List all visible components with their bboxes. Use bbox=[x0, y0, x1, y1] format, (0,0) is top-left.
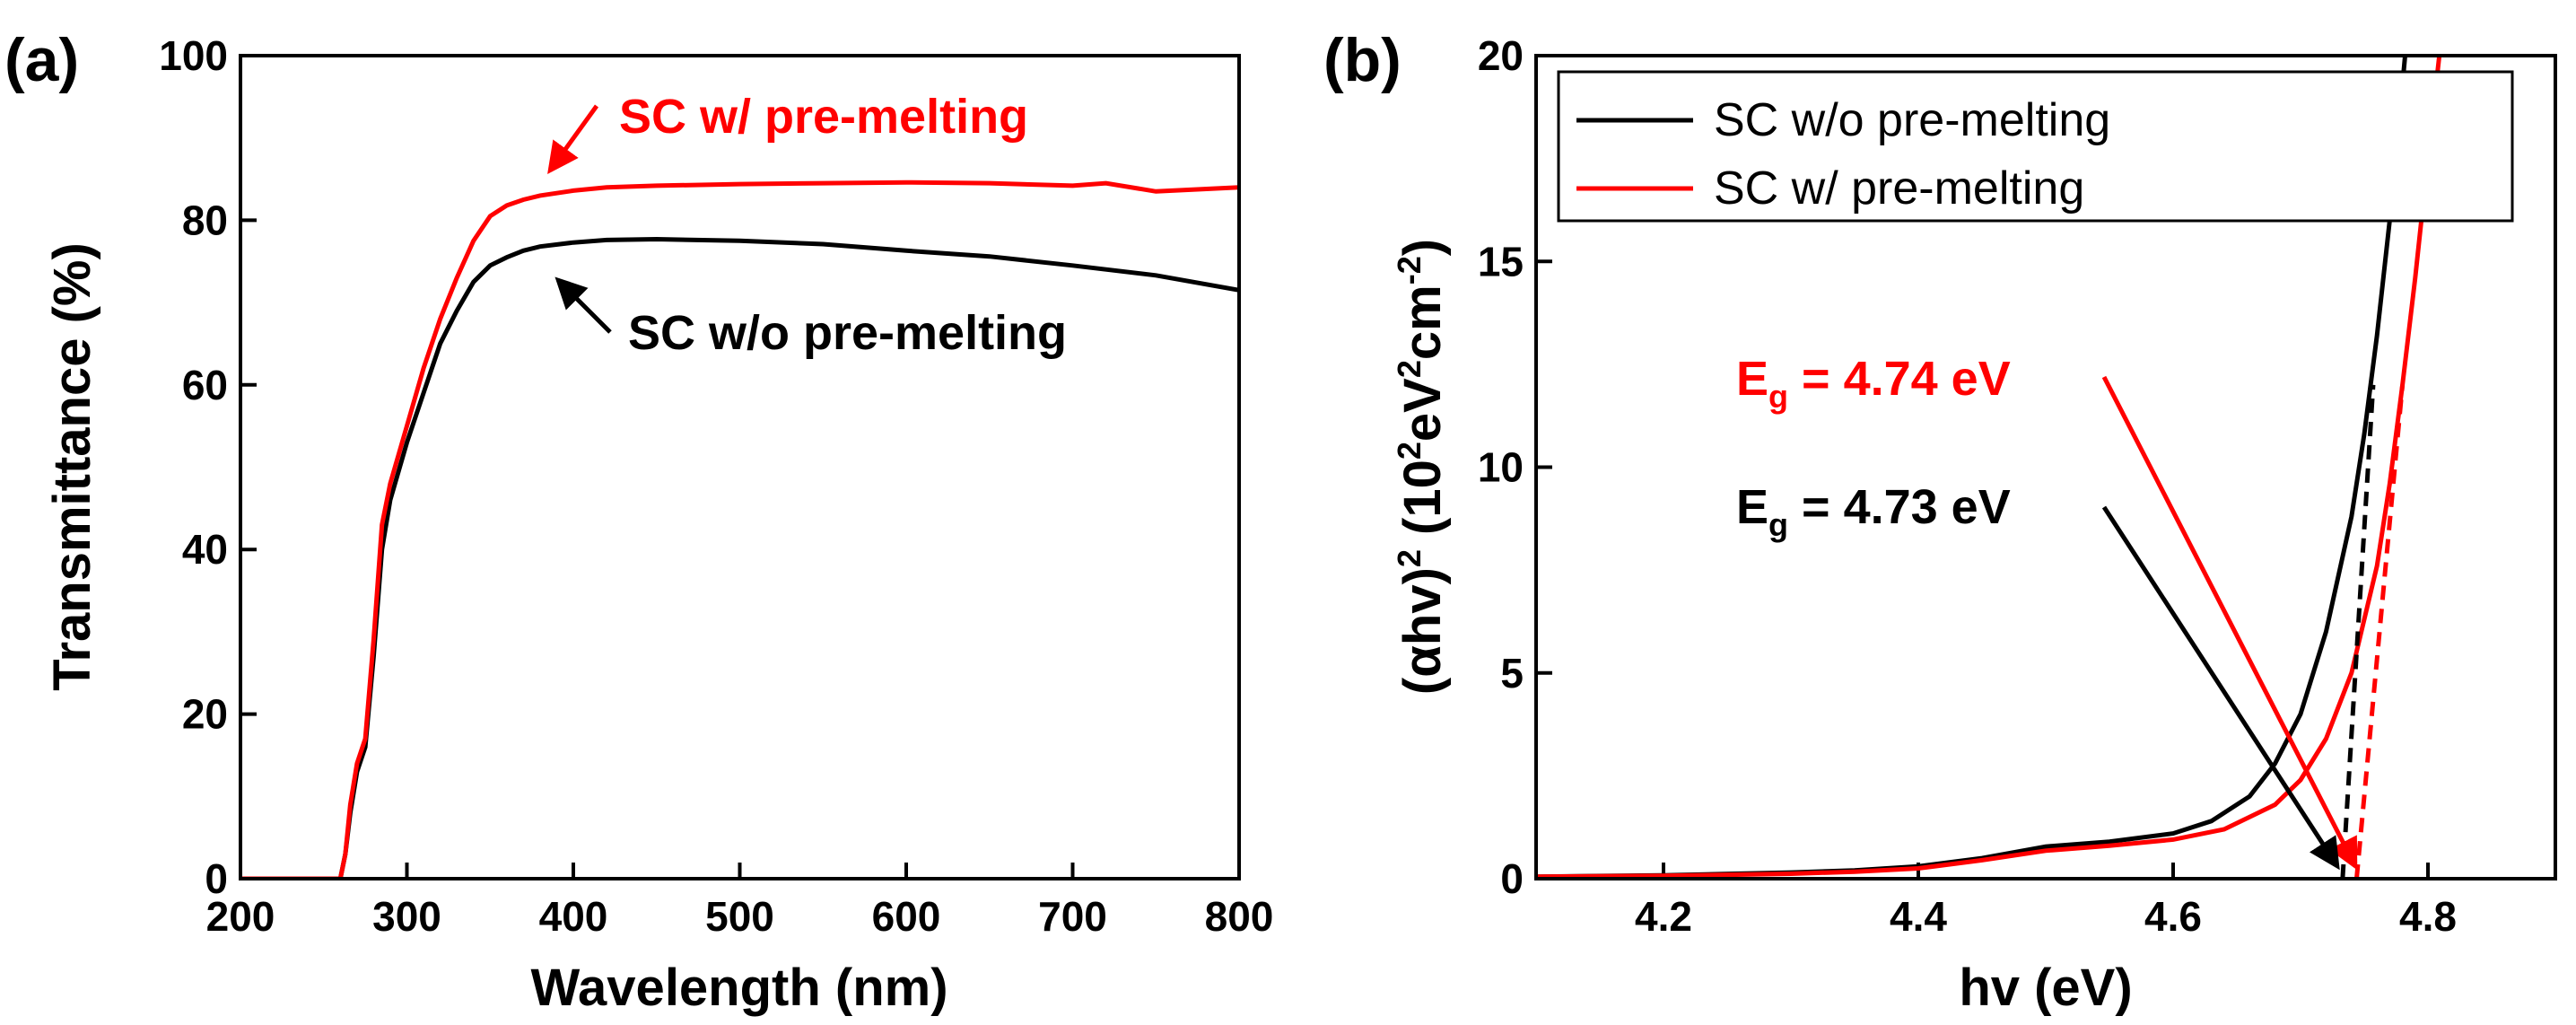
x-tick-label: 600 bbox=[872, 893, 941, 940]
x-tick-label: 500 bbox=[705, 893, 774, 940]
y-tick-label: 100 bbox=[159, 32, 228, 79]
annotation-a-with-pre-melting: SC w/ pre-melting bbox=[619, 90, 1028, 144]
arrow-b-eg-black bbox=[2101, 505, 2340, 871]
panel-b-label: (b) bbox=[1323, 26, 1402, 94]
arrow-a-with-pre-melting bbox=[547, 104, 599, 175]
panel-b: (b) 4.2 4.4 4.6 4.8 0 5 10 15 20 SC w/o pre-mel… bbox=[1323, 26, 2557, 1017]
annotation-b-eg-red: Eg = 4.74 eV bbox=[1736, 352, 2011, 415]
panel-a-x-ticks: 200 300 400 500 600 700 800 bbox=[206, 863, 1274, 940]
y-tick-label: 15 bbox=[1478, 238, 1524, 285]
y-tick-label: 0 bbox=[1500, 855, 1524, 902]
panel-b-y-axis-label: (αhv)2 (102eV2cm-2) bbox=[1391, 239, 1452, 695]
y-tick-label: 20 bbox=[1478, 32, 1524, 79]
x-tick-label: 800 bbox=[1205, 893, 1274, 940]
y-tick-label: 10 bbox=[1478, 444, 1524, 491]
x-tick-label: 700 bbox=[1038, 893, 1107, 940]
fit-line-b-with-pre-melting bbox=[2353, 384, 2406, 879]
panel-a-y-axis-label: Transmittance (%) bbox=[43, 242, 101, 691]
x-tick-label: 4.2 bbox=[1635, 893, 1692, 940]
legend-label-without-pre-melting: SC w/o pre-melting bbox=[1714, 94, 2110, 146]
y-tick-label: 0 bbox=[205, 855, 228, 902]
series-a-with-pre-melting bbox=[240, 180, 1239, 879]
legend-label-with-pre-melting: SC w/ pre-melting bbox=[1714, 162, 2084, 215]
legend-b: SC w/o pre-melting SC w/ pre-melting bbox=[1557, 70, 2514, 223]
x-tick-label: 4.4 bbox=[1890, 893, 1947, 940]
legend-box bbox=[1557, 70, 2514, 223]
arrow-b-eg-red bbox=[2101, 375, 2358, 871]
y-tick-label: 5 bbox=[1500, 650, 1524, 696]
fit-line-b-without-pre-melting bbox=[2340, 384, 2376, 879]
series-b-with-pre-melting bbox=[1536, 56, 2442, 879]
arrow-a-without-pre-melting bbox=[554, 276, 612, 334]
panel-a: (a) 200 300 400 500 600 700 800 0 20 40 60 80 100 W… bbox=[4, 26, 1273, 1017]
panel-b-x-axis-label: hv (eV) bbox=[1959, 959, 2132, 1017]
panel-b-x-ticks: 4.2 4.4 4.6 4.8 bbox=[1635, 863, 2457, 940]
panel-a-y-ticks: 0 20 40 60 80 100 bbox=[159, 32, 257, 902]
x-tick-label: 300 bbox=[372, 893, 441, 940]
x-tick-label: 400 bbox=[539, 893, 608, 940]
panel-a-x-axis-label: Wavelength (nm) bbox=[530, 959, 947, 1017]
x-tick-label: 200 bbox=[206, 893, 275, 940]
panel-a-plot-frame bbox=[239, 54, 1241, 880]
y-tick-label: 40 bbox=[182, 526, 228, 573]
annotation-b-eg-black: Eg = 4.73 eV bbox=[1736, 480, 2011, 543]
panel-a-label: (a) bbox=[4, 26, 79, 94]
panel-b-plot-frame bbox=[1534, 54, 2557, 880]
panel-b-y-ticks: 0 5 10 15 20 bbox=[1478, 32, 1552, 902]
annotation-a-without-pre-melting: SC w/o pre-melting bbox=[628, 306, 1067, 360]
y-tick-label: 20 bbox=[182, 691, 228, 738]
x-tick-label: 4.8 bbox=[2399, 893, 2457, 940]
x-tick-label: 4.6 bbox=[2144, 893, 2202, 940]
y-tick-label: 60 bbox=[182, 362, 228, 408]
y-tick-label: 80 bbox=[182, 197, 228, 243]
